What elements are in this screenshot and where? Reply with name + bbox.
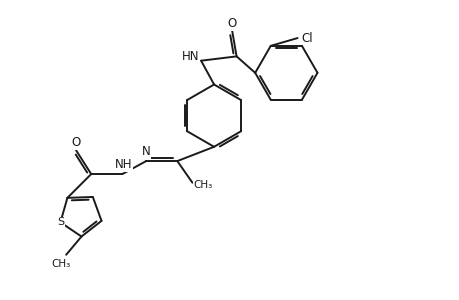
- Text: HN: HN: [181, 50, 199, 63]
- Text: N: N: [141, 145, 150, 158]
- Text: CH₃: CH₃: [51, 259, 71, 269]
- Text: CH₃: CH₃: [193, 180, 213, 190]
- Text: O: O: [227, 17, 236, 30]
- Text: NH: NH: [114, 158, 132, 171]
- Text: O: O: [71, 136, 80, 149]
- Text: Cl: Cl: [301, 32, 312, 44]
- Text: S: S: [57, 217, 64, 227]
